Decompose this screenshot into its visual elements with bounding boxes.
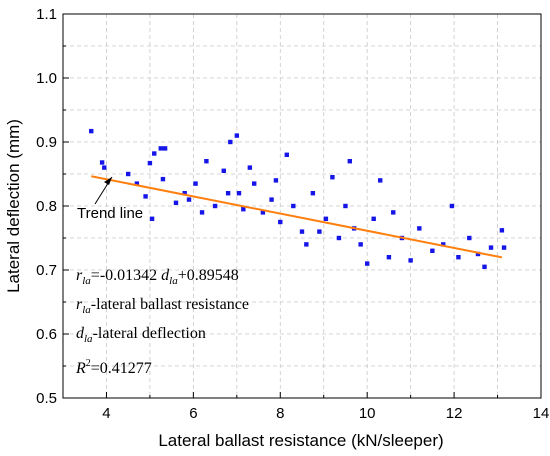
data-point xyxy=(193,181,198,186)
y-tick-label: 0.8 xyxy=(36,198,57,215)
data-point xyxy=(278,219,283,225)
data-point xyxy=(371,216,376,221)
grid-layer xyxy=(63,14,541,398)
data-point xyxy=(323,216,329,221)
data-point xyxy=(182,191,187,196)
data-point xyxy=(304,242,309,247)
data-point xyxy=(199,210,205,215)
r-definition: rla-lateral ballast resistance xyxy=(76,296,249,316)
data-point xyxy=(149,216,155,221)
data-point xyxy=(358,242,363,247)
data-point xyxy=(125,171,131,177)
data-point xyxy=(284,152,289,157)
data-point xyxy=(417,226,422,231)
points-layer xyxy=(89,128,507,269)
data-point xyxy=(347,159,352,164)
y-tick-label: 0.7 xyxy=(36,262,57,279)
data-point xyxy=(317,229,322,234)
data-point xyxy=(99,160,105,165)
trend-line xyxy=(91,175,503,259)
data-point xyxy=(378,178,383,183)
regression-equation: rla=-0.01342 dla+0.89548 xyxy=(76,267,239,287)
y-tick-label: 0.9 xyxy=(36,134,57,151)
data-point xyxy=(336,235,342,241)
data-point xyxy=(269,197,274,202)
data-point xyxy=(162,146,168,151)
data-point xyxy=(291,203,296,209)
data-point xyxy=(273,178,279,183)
data-point xyxy=(186,197,192,202)
x-tick-label: 4 xyxy=(102,405,110,422)
ticks-layer: 4 6 8 10 12 14 0.5 0.6 0.7 0.8 0.9 1.0 1.1 xyxy=(36,6,549,422)
data-point xyxy=(408,258,413,263)
x-tick-label: 6 xyxy=(189,405,197,422)
data-point xyxy=(343,203,348,209)
data-point xyxy=(364,261,370,266)
data-point xyxy=(386,255,392,260)
data-point xyxy=(236,191,242,196)
data-point xyxy=(102,165,107,170)
data-point xyxy=(228,139,233,145)
x-tick-label: 12 xyxy=(446,405,463,422)
data-point xyxy=(204,159,209,164)
data-point xyxy=(475,251,481,257)
data-point xyxy=(241,207,246,212)
data-point xyxy=(143,194,148,199)
trend-line-label: Trend line xyxy=(77,205,143,222)
x-tick-label: 10 xyxy=(359,405,376,422)
x-tick-label: 14 xyxy=(533,405,550,422)
data-point xyxy=(499,228,505,233)
y-tick-label: 0.5 xyxy=(36,390,57,407)
data-point xyxy=(173,200,179,205)
data-point xyxy=(501,245,507,250)
data-point xyxy=(488,245,494,250)
data-point xyxy=(456,255,461,260)
trend-arrow-head xyxy=(104,177,112,185)
data-point xyxy=(252,181,257,186)
data-point xyxy=(391,210,396,215)
data-point xyxy=(160,176,166,182)
data-point xyxy=(212,203,218,209)
d-definition: dla-lateral deflection xyxy=(76,325,206,345)
x-tick-label: 8 xyxy=(276,405,284,422)
y-tick-label: 1.0 xyxy=(36,70,57,87)
data-point xyxy=(158,146,163,151)
data-point xyxy=(330,175,335,180)
data-point xyxy=(225,191,231,196)
data-point xyxy=(247,165,253,170)
data-point xyxy=(134,181,140,186)
r-squared-value: R2=0.41277 xyxy=(75,358,152,377)
data-point xyxy=(449,203,455,209)
data-point xyxy=(152,151,157,156)
x-axis-label: Lateral ballast resistance (kN/sleeper) xyxy=(158,431,443,450)
y-tick-label: 0.6 xyxy=(36,326,57,343)
data-point xyxy=(260,210,266,215)
data-point xyxy=(147,160,153,166)
data-point xyxy=(310,191,316,196)
data-point xyxy=(221,168,226,173)
y-tick-label: 1.1 xyxy=(36,6,57,23)
data-point xyxy=(299,229,305,234)
data-point xyxy=(467,235,472,241)
data-point xyxy=(430,248,435,253)
data-point xyxy=(482,264,487,269)
data-point xyxy=(234,133,240,138)
y-axis-label: Lateral deflection (mm) xyxy=(4,119,23,293)
data-point xyxy=(89,128,94,134)
data-point xyxy=(441,242,446,247)
